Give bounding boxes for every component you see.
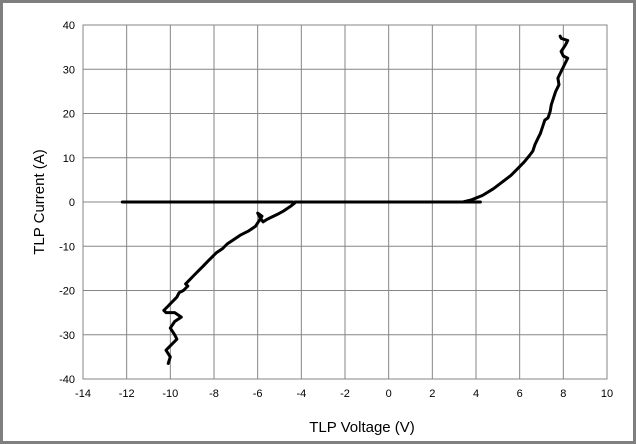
x-tick-label: -12 — [119, 388, 135, 400]
x-axis-title: TLP Voltage (V) — [309, 419, 415, 436]
series-line-3 — [461, 34, 570, 204]
x-tick-label: 0 — [386, 388, 392, 400]
y-tick-label: 30 — [63, 64, 75, 76]
plot-border — [82, 24, 608, 380]
x-tick-labels: -14 -12 -10 -8 -6 -4 -2 0 2 4 6 8 10 — [75, 388, 613, 400]
y-tick-label: -20 — [59, 286, 75, 298]
x-tick-label: 6 — [517, 388, 523, 400]
y-tick-label: -40 — [59, 374, 75, 386]
y-tick-label: 40 — [63, 20, 75, 32]
x-tick-label: 2 — [429, 388, 435, 400]
x-tick-label: 4 — [473, 388, 479, 400]
x-tick-label: -10 — [162, 388, 178, 400]
x-tick-label: -4 — [296, 388, 306, 400]
y-tick-label: -10 — [59, 241, 75, 253]
y-tick-label: 20 — [63, 109, 75, 121]
x-tick-label: -2 — [340, 388, 350, 400]
y-tick-label: 0 — [69, 197, 75, 209]
x-tick-label: -8 — [209, 388, 219, 400]
x-tick-label: 8 — [560, 388, 566, 400]
series-line-1 — [120, 200, 297, 365]
x-tick-label: -6 — [253, 388, 263, 400]
x-tick-label: -14 — [75, 388, 91, 400]
x-tick-label: 10 — [601, 388, 613, 400]
y-tick-label: 10 — [63, 153, 75, 165]
y-tick-label: -30 — [59, 330, 75, 342]
y-tick-labels: -40 -30 -20 -10 0 10 20 30 40 — [59, 20, 75, 386]
y-axis-title: TLP Current (A) — [31, 149, 48, 255]
series-layer — [120, 34, 570, 365]
